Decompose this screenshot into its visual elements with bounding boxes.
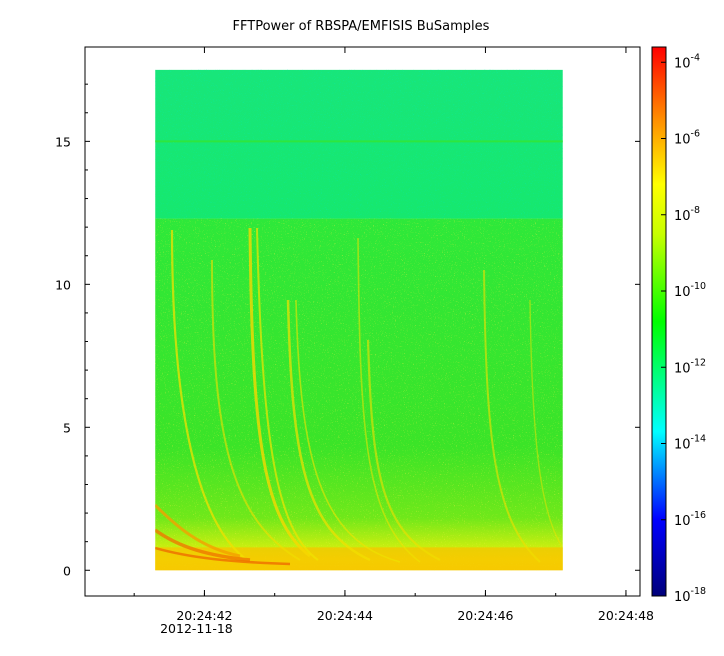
colorbar-tick-label: 10-10 (674, 281, 706, 300)
colorbar-tick-base: 10 (674, 209, 691, 224)
y-tick-label: 0 (63, 563, 71, 578)
colorbar-tick-exponent: -4 (691, 52, 700, 63)
whistler-trace (248, 227, 311, 558)
low-frequency-band (155, 547, 563, 571)
colorbar-tick-exponent: -14 (691, 434, 707, 445)
whistler-trace (155, 528, 251, 562)
chart-title: FFTPower of RBSPA/EMFISIS BuSamples (233, 19, 490, 34)
colorbar-tick-label: 10-14 (674, 434, 706, 453)
whistler-trace (529, 299, 563, 549)
x-tick-label: 20:24:46 (457, 608, 513, 623)
colorbar-tick-base: 10 (674, 133, 691, 148)
whistler-trace (366, 339, 441, 561)
spectrogram-image (155, 69, 563, 571)
colorbar-tick-label: 10-16 (674, 510, 706, 529)
upper-band-noise (155, 69, 563, 219)
x-tick-label: 20:24:44 (317, 608, 373, 623)
whistler-trace (357, 237, 421, 563)
colorbar-tick-label: 10-12 (674, 357, 706, 376)
colorbar-tick-label: 10-18 (674, 586, 706, 605)
colorbar-tick-base: 10 (674, 56, 691, 71)
whistler-trace (483, 269, 541, 563)
x-tick-label: 20:24:48 (598, 608, 654, 623)
whistler-trace (155, 503, 241, 558)
y-tick-label: 15 (55, 134, 71, 149)
colorbar-tick-exponent: -12 (691, 357, 707, 368)
plot-frame (84, 46, 641, 597)
colorbar-tick-base: 10 (674, 285, 691, 300)
colorbar-tick-label: 10-4 (674, 52, 700, 71)
colorbar-tick-base: 10 (674, 590, 691, 605)
whistler-trace (170, 229, 251, 563)
colorbar-tick-label: 10-6 (674, 129, 700, 148)
colorbar-tick-exponent: -18 (691, 586, 707, 597)
y-tick-label: 10 (55, 277, 71, 292)
whistler-traces (155, 227, 563, 566)
x-axis: 20:24:42 20:24:44 20:24:46 20:24:48 (133, 47, 654, 623)
whistler-trace (155, 546, 291, 566)
whistler-trace (211, 259, 301, 561)
x-tick-label: 20:24:42 (176, 608, 232, 623)
whistler-trace (286, 299, 371, 562)
x-date-label: 2012-11-18 (160, 621, 233, 636)
colorbar-tick-exponent: -16 (691, 510, 707, 521)
y-tick-label: 5 (63, 420, 71, 435)
colorbar-tick-exponent: -8 (691, 205, 700, 216)
colorbar-tick-base: 10 (674, 514, 691, 529)
colorbar-tick-base: 10 (674, 361, 691, 376)
colorbar-tick-exponent: -10 (691, 281, 707, 292)
colorbar (651, 46, 667, 597)
colorbar-tick-base: 10 (674, 438, 691, 453)
colorbar-tick-label: 10-8 (674, 205, 700, 224)
colorbar-tick-exponent: -6 (691, 129, 700, 140)
whistler-trace (256, 227, 319, 561)
whistler-trace (295, 299, 401, 563)
y-axis: 0 5 10 15 (55, 83, 640, 578)
